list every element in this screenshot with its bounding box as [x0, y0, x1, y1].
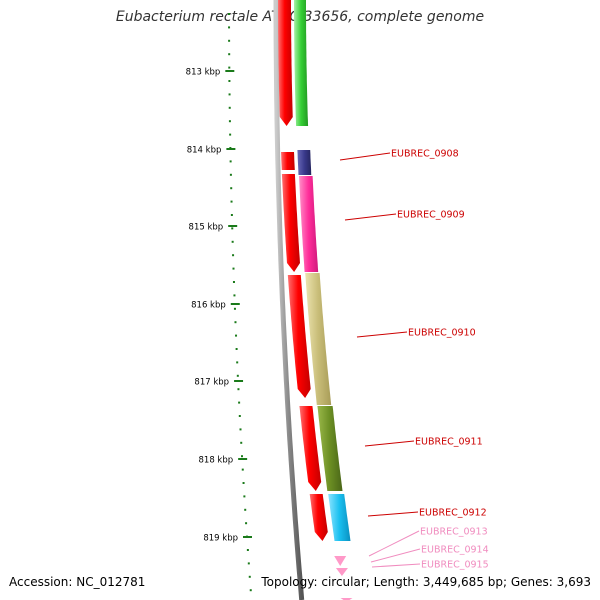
features: [278, 0, 353, 600]
gene-labels: EUBREC_0908 EUBREC_0909 EUBREC_0910 EUBREC_…: [339, 149, 489, 571]
gene-label[interactable]: EUBREC_0912: [419, 508, 487, 519]
scale-label: 813 kbp: [186, 68, 221, 78]
leader-line: [371, 563, 421, 568]
gene-label[interactable]: EUBREC_0914: [421, 545, 489, 556]
leader-line: [364, 440, 415, 447]
leader-line: [339, 152, 391, 161]
gene-label[interactable]: EUBREC_0910: [408, 328, 476, 339]
small-gene: [334, 556, 347, 566]
leader-line: [367, 511, 419, 517]
backbone-line: [273, 0, 305, 600]
gene-block: [317, 406, 343, 491]
gene-block: [328, 494, 351, 541]
scale-label: 814 kbp: [187, 146, 222, 156]
gene-block: [294, 0, 309, 126]
scale-label: 815 kbp: [189, 223, 224, 233]
gene-block: [297, 150, 312, 175]
scale-labels: 813 kbp 814 kbp 815 kbp 816 kbp 817 kbp 818 k…: [186, 68, 238, 544]
gene-block: [305, 273, 332, 405]
small-gene: [335, 568, 348, 576]
leader-line: [356, 331, 408, 338]
cds-arrow: [309, 494, 328, 541]
gene-label[interactable]: EUBREC_0915: [421, 560, 489, 571]
scale-label: 817 kbp: [194, 378, 229, 388]
gene-block: [299, 176, 319, 272]
accession-label: Accession: NC_012781: [9, 575, 146, 589]
backbone: [273, 0, 305, 600]
cds-arrow: [281, 174, 300, 272]
scale-ticks: [225, 13, 252, 592]
gene-label[interactable]: EUBREC_0913: [420, 527, 488, 538]
gene-label[interactable]: EUBREC_0911: [415, 437, 483, 448]
cds-arrow: [278, 0, 293, 126]
topology-label: Topology: circular; Length: 3,449,685 bp…: [261, 575, 591, 589]
gene-label[interactable]: EUBREC_0908: [391, 149, 459, 160]
leader-line: [368, 530, 420, 557]
gene-label[interactable]: EUBREC_0909: [397, 210, 465, 221]
leader-line: [344, 213, 397, 221]
cds-arrow: [287, 275, 311, 398]
scale-label: 818 kbp: [199, 456, 234, 466]
cds-arrow: [299, 406, 322, 491]
leader-line: [370, 548, 421, 563]
scale-label: 816 kbp: [191, 301, 226, 311]
cds-arrow: [281, 152, 295, 170]
scale-label: 819 kbp: [203, 534, 238, 544]
